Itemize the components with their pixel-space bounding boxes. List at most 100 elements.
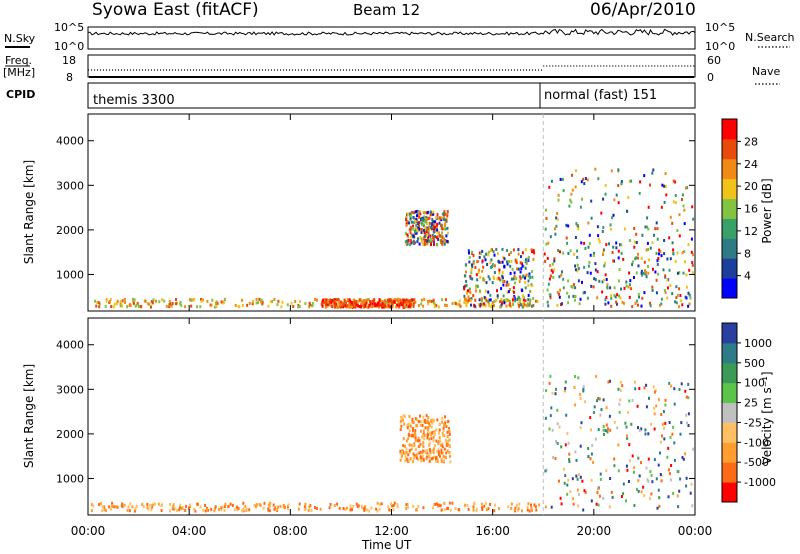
power-echo: [484, 289, 487, 293]
power-echo: [409, 231, 412, 235]
velocity-echo: [407, 437, 410, 441]
velocity-echo: [244, 504, 247, 508]
power-echo: [412, 224, 415, 228]
velocity-echo: [619, 388, 622, 392]
velocity-echo: [661, 434, 663, 438]
velocity-echo: [443, 434, 446, 438]
power-echo: [269, 300, 272, 304]
power-echo: [420, 223, 423, 227]
velocity-echo: [597, 503, 600, 507]
power-echo: [435, 304, 438, 308]
power-echo: [559, 250, 561, 254]
power-echo: [596, 270, 599, 274]
velocity-echo: [647, 432, 650, 436]
power-echo: [328, 303, 331, 307]
power-echo: [567, 279, 570, 283]
power-echo: [438, 216, 441, 220]
power-echo: [622, 301, 625, 305]
power-echo: [616, 293, 619, 297]
velocity-echo: [214, 505, 217, 509]
velocity-echo: [550, 406, 553, 410]
power-echo: [441, 212, 444, 216]
velocity-echo: [242, 501, 245, 505]
velocity-echo: [102, 505, 105, 508]
velocity-echo: [363, 508, 366, 512]
power-echo: [175, 302, 177, 306]
power-echo: [531, 284, 534, 288]
velocity-echo: [444, 415, 446, 419]
velocity-echo: [402, 418, 404, 422]
power-echo: [497, 276, 500, 280]
velocity-echo: [444, 455, 447, 459]
power-echo: [373, 298, 376, 302]
velocity-echo: [676, 494, 679, 498]
power-echo: [397, 301, 400, 305]
velocity-echo: [422, 429, 425, 433]
velocity-echo: [413, 442, 416, 445]
power-echo: [255, 297, 258, 301]
velocity-echo: [206, 508, 208, 512]
velocity-echo: [436, 418, 439, 422]
velocity-echo: [608, 414, 611, 418]
power-echo: [381, 302, 384, 306]
power-echo: [418, 210, 421, 214]
velocity-echo: [105, 509, 107, 513]
velocity-echo: [609, 428, 612, 432]
power-echo: [169, 302, 172, 306]
velocity-echo: [599, 477, 602, 481]
power-echo: [409, 239, 412, 242]
power-echo: [602, 248, 605, 252]
power-echo: [404, 231, 407, 235]
power-echo: [432, 298, 435, 302]
power-echo: [578, 302, 581, 306]
power-echo: [681, 303, 684, 307]
velocity-echo: [566, 432, 569, 436]
velocity-echo: [595, 502, 598, 506]
power-echo: [366, 298, 369, 302]
power-echo: [348, 298, 351, 302]
power-colorbar-band: [722, 238, 737, 259]
velocity-echo: [399, 419, 402, 423]
velocity-echo: [442, 429, 445, 433]
power-echo: [426, 234, 429, 238]
power-echo: [558, 295, 561, 299]
power-echo: [422, 224, 425, 228]
power-echo: [509, 264, 512, 268]
power-echo: [582, 177, 585, 181]
power-echo: [481, 259, 484, 263]
velocity-echo: [179, 503, 182, 507]
velocity-echo: [448, 430, 451, 433]
velocity-echo: [380, 502, 383, 506]
velocity-colorbar-tick-label: 100: [744, 377, 765, 390]
velocity-echo: [431, 456, 434, 460]
velocity-echo: [650, 492, 653, 496]
power-echo: [447, 231, 449, 235]
velocity-echo: [602, 398, 605, 402]
velocity-echo: [406, 502, 409, 506]
power-echo: [483, 302, 486, 306]
velocity-echo: [602, 496, 605, 500]
power-colorbar-tick-label: 28: [744, 135, 758, 148]
velocity-echo: [408, 423, 410, 427]
power-echo: [354, 299, 357, 303]
power-echo: [633, 227, 636, 230]
velocity-echo: [349, 508, 352, 512]
velocity-echo: [430, 437, 433, 441]
power-echo: [428, 221, 431, 225]
velocity-echo: [430, 431, 433, 435]
velocity-echo: [514, 506, 517, 510]
power-echo: [602, 226, 605, 229]
power-echo: [446, 239, 449, 243]
velocity-echo: [142, 505, 145, 509]
velocity-echo: [428, 423, 431, 427]
velocity-echo: [651, 480, 654, 484]
velocity-echo: [223, 509, 226, 513]
velocity-echo: [388, 508, 391, 512]
velocity-echo: [650, 473, 653, 477]
velocity-echo: [426, 455, 428, 459]
power-echo: [465, 283, 468, 287]
power-echo: [570, 284, 573, 288]
velocity-echo: [432, 506, 434, 510]
power-echo: [683, 222, 686, 226]
power-echo: [608, 242, 610, 246]
